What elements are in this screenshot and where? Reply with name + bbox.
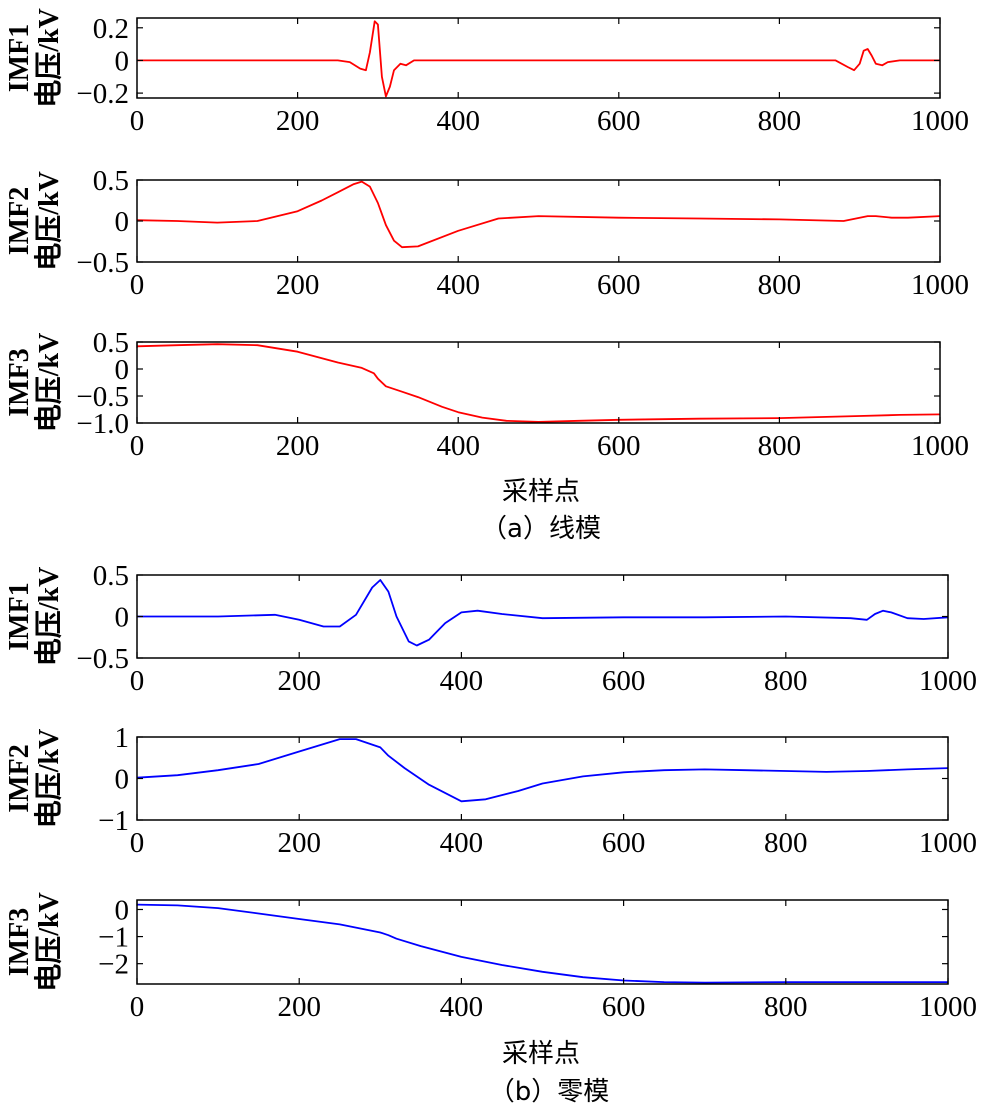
- series-line-panel-6: [136, 903, 948, 984]
- y-tick-label-panel-2: 0: [115, 206, 130, 238]
- x-tick-label-panel-5: 400: [440, 827, 484, 859]
- x-tick-label-panel-6: 800: [764, 991, 808, 1023]
- x-tick-label-panel-6: 0: [130, 991, 145, 1023]
- y-tick-label-panel-2: 0.5: [93, 165, 129, 197]
- x-tick-label-panel-5: 800: [764, 827, 808, 859]
- x-tick-label-panel-5: 1000: [919, 827, 977, 859]
- x-tick-label-panel-2: 1000: [911, 269, 969, 301]
- y-tick-label-panel-1: 0.2: [93, 13, 129, 45]
- y-axis-label-panel-2: IMF2电压/kV: [4, 171, 65, 271]
- y-tick-label-panel-4: −0.5: [76, 643, 129, 675]
- x-tick-label-panel-3: 600: [597, 430, 641, 462]
- x-tick-label-panel-4: 600: [602, 665, 646, 697]
- y-axis-label-line1-panel-1: IMF1: [4, 24, 35, 92]
- x-tick-label-panel-1: 1000: [911, 105, 969, 137]
- x-tick-label-panel-2: 600: [597, 269, 641, 301]
- y-tick-label-panel-1: −0.2: [76, 78, 129, 110]
- y-tick-label-panel-5: 0: [115, 764, 130, 796]
- caption-a: （a）线模: [481, 514, 601, 544]
- x-tick-label-panel-6: 1000: [919, 991, 977, 1023]
- y-tick-label-panel-3: −0.5: [76, 381, 129, 413]
- series-line-panel-2: [136, 180, 941, 249]
- y-tick-label-panel-3: 0.5: [93, 327, 129, 359]
- plot-frame-panel-3: [136, 341, 941, 424]
- series-line-panel-1: [137, 20, 940, 98]
- y-tick-label-panel-3: −1.0: [76, 408, 129, 440]
- series-line-panel-3: [136, 343, 941, 423]
- caption-b: （b）零模: [489, 1077, 610, 1107]
- x-axis-label-b: 采样点: [502, 1039, 580, 1069]
- plot-frame-panel-6: [136, 899, 949, 985]
- plot-frame-panel-1: [136, 17, 941, 99]
- y-axis-label-line2-panel-5: 电压/kV: [33, 729, 65, 829]
- y-tick-label-panel-6: −2: [98, 949, 129, 981]
- x-tick-label-panel-5: 600: [602, 827, 646, 859]
- x-tick-label-panel-2: 200: [276, 269, 320, 301]
- y-axis-label-panel-5: IMF2电压/kV: [4, 729, 65, 829]
- x-tick-label-panel-3: 400: [436, 430, 480, 462]
- y-axis-label-line1-panel-2: IMF2: [4, 187, 35, 255]
- x-tick-label-panel-1: 600: [597, 105, 641, 137]
- x-tick-label-panel-5: 200: [277, 827, 321, 859]
- y-tick-label-panel-1: 0: [115, 45, 130, 77]
- y-tick-label-panel-6: 0: [115, 894, 130, 926]
- x-tick-label-panel-1: 800: [758, 105, 802, 137]
- y-tick-label-panel-3: 0: [115, 354, 130, 386]
- x-tick-label-panel-6: 600: [602, 991, 646, 1023]
- y-axis-label-line2-panel-1: 电压/kV: [33, 8, 65, 108]
- x-tick-label-panel-1: 0: [130, 105, 145, 137]
- x-tick-label-panel-4: 800: [764, 665, 808, 697]
- y-tick-label-panel-6: −1: [98, 922, 129, 954]
- x-tick-label-panel-3: 1000: [911, 430, 969, 462]
- y-axis-label-line2-panel-3: 电压/kV: [33, 333, 65, 433]
- y-axis-label-panel-6: IMF3电压/kV: [4, 892, 65, 992]
- x-tick-label-panel-5: 0: [130, 827, 145, 859]
- x-tick-label-panel-2: 400: [436, 269, 480, 301]
- x-tick-label-panel-1: 400: [436, 105, 480, 137]
- x-tick-label-panel-3: 200: [276, 430, 320, 462]
- x-tick-label-panel-6: 200: [277, 991, 321, 1023]
- series-line-panel-4: [137, 579, 949, 647]
- x-tick-label-panel-4: 1000: [919, 665, 977, 697]
- x-tick-label-panel-3: 0: [130, 430, 145, 462]
- y-axis-label-line1-panel-3: IMF3: [4, 348, 35, 416]
- plot-frame-panel-5: [136, 736, 949, 821]
- plot-frame-panel-4: [136, 574, 949, 659]
- y-axis-label-line1-panel-5: IMF2: [4, 744, 35, 812]
- y-axis-label-line1-panel-4: IMF1: [4, 582, 35, 650]
- x-tick-label-panel-2: 800: [758, 269, 802, 301]
- x-tick-label-panel-3: 800: [758, 430, 802, 462]
- y-axis-label-panel-3: IMF3电压/kV: [4, 333, 65, 433]
- y-axis-label-panel-4: IMF1电压/kV: [4, 567, 65, 667]
- y-axis-label-line2-panel-4: 电压/kV: [33, 567, 65, 667]
- x-tick-label-panel-4: 200: [277, 665, 321, 697]
- y-tick-label-panel-5: −1: [98, 805, 129, 837]
- x-tick-label-panel-4: 400: [440, 665, 484, 697]
- y-axis-label-line2-panel-2: 电压/kV: [33, 171, 65, 271]
- y-tick-label-panel-2: −0.5: [76, 247, 129, 279]
- y-tick-label-panel-4: 0.5: [93, 560, 129, 592]
- x-tick-label-panel-6: 400: [440, 991, 484, 1023]
- x-tick-label-panel-1: 200: [276, 105, 320, 137]
- x-tick-label-panel-4: 0: [130, 665, 145, 697]
- x-axis-label-a: 采样点: [502, 477, 580, 507]
- series-line-panel-5: [136, 738, 949, 803]
- y-axis-label-panel-1: IMF1电压/kV: [4, 8, 65, 108]
- y-axis-label-line2-panel-6: 电压/kV: [33, 892, 65, 992]
- y-tick-label-panel-4: 0: [115, 602, 130, 634]
- y-tick-label-panel-5: 1: [115, 722, 130, 754]
- y-axis-label-line1-panel-6: IMF3: [4, 908, 35, 976]
- x-tick-label-panel-2: 0: [130, 269, 145, 301]
